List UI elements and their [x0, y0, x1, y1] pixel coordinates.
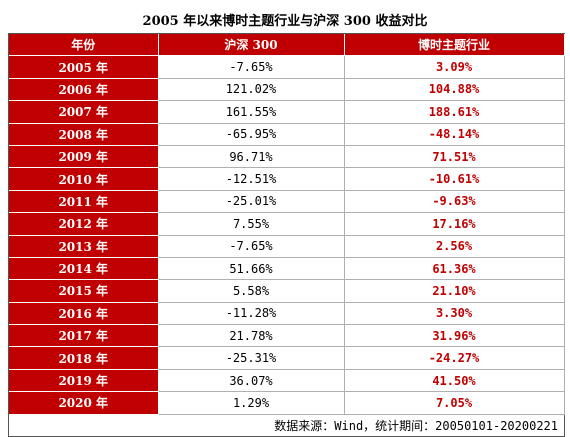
returns-table: 年份 沪深 300 博时主题行业 2005 年 -7.65% 3.09% 2006 年…: [9, 34, 565, 436]
theme-fund-return-cell: 31.96%: [344, 324, 565, 348]
hs300-return-cell: -65.95%: [158, 123, 345, 146]
year-cell: 2016 年: [9, 302, 159, 326]
hs300-return-cell: 7.55%: [158, 212, 345, 236]
table-title: 2005 年以来博时主题行业与沪深 300 收益对比: [142, 14, 428, 29]
header-theme-fund: 博时主题行业: [344, 34, 565, 57]
source-row: 数据来源：Wind，统计期间：20050101-20200221: [9, 414, 564, 436]
year-cell: 2008 年: [9, 123, 159, 146]
hs300-return-cell: 121.02%: [158, 78, 345, 102]
table-row: 2020 年 1.29% 7.05%: [9, 391, 565, 415]
year-cell: 2014 年: [9, 257, 159, 281]
hs300-return-cell: 36.07%: [158, 369, 345, 393]
table-row: 2015 年 5.58% 21.10%: [9, 279, 565, 303]
theme-fund-return-cell: 3.09%: [344, 55, 565, 79]
theme-fund-return-cell: 21.10%: [344, 279, 565, 303]
theme-fund-return-cell: -10.61%: [344, 167, 565, 191]
hs300-return-cell: -25.31%: [158, 346, 345, 370]
year-cell: 2012 年: [9, 212, 159, 236]
table-header-row: 年份 沪深 300 博时主题行业: [9, 34, 565, 57]
hs300-return-cell: -12.51%: [158, 167, 345, 191]
table-row: 2013 年 -7.65% 2.56%: [9, 235, 565, 258]
year-cell: 2006 年: [9, 78, 159, 102]
theme-fund-return-cell: 188.61%: [344, 100, 565, 124]
table-row: 2005 年 -7.65% 3.09%: [9, 55, 565, 79]
hs300-return-cell: -25.01%: [158, 190, 345, 214]
year-cell: 2005 年: [9, 55, 159, 79]
table-row: 2014 年 51.66% 61.36%: [9, 257, 565, 281]
header-hs300: 沪深 300: [158, 34, 345, 57]
hs300-return-cell: -7.65%: [158, 55, 345, 79]
year-cell: 2009 年: [9, 145, 159, 169]
table-row: 2010 年 -12.51% -10.61%: [9, 167, 565, 191]
theme-fund-return-cell: -48.14%: [344, 123, 565, 146]
hs300-return-cell: -11.28%: [158, 302, 345, 326]
theme-fund-return-cell: -24.27%: [344, 346, 565, 370]
hs300-return-cell: 96.71%: [158, 145, 345, 169]
year-cell: 2015 年: [9, 279, 159, 303]
table-row: 2007 年 161.55% 188.61%: [9, 100, 565, 124]
theme-fund-return-cell: 41.50%: [344, 369, 565, 393]
table-row: 2009 年 96.71% 71.51%: [9, 145, 565, 169]
hs300-return-cell: 51.66%: [158, 257, 345, 281]
year-cell: 2018 年: [9, 346, 159, 370]
year-cell: 2020 年: [9, 391, 159, 415]
year-cell: 2019 年: [9, 369, 159, 393]
year-cell: 2007 年: [9, 100, 159, 124]
hs300-return-cell: -7.65%: [158, 235, 345, 258]
theme-fund-return-cell: 61.36%: [344, 257, 565, 281]
header-year: 年份: [9, 34, 159, 57]
hs300-return-cell: 5.58%: [158, 279, 345, 303]
theme-fund-return-cell: 7.05%: [344, 391, 565, 415]
table-row: 2006 年 121.02% 104.88%: [9, 78, 565, 102]
theme-fund-return-cell: 3.30%: [344, 302, 565, 326]
theme-fund-return-cell: -9.63%: [344, 190, 565, 214]
table-row: 2011 年 -25.01% -9.63%: [9, 190, 565, 214]
returns-table-container: 年份 沪深 300 博时主题行业 2005 年 -7.65% 3.09% 2006 年…: [8, 33, 565, 437]
table-row: 2019 年 36.07% 41.50%: [9, 369, 565, 393]
theme-fund-return-cell: 17.16%: [344, 212, 565, 236]
year-cell: 2013 年: [9, 235, 159, 258]
theme-fund-return-cell: 104.88%: [344, 78, 565, 102]
theme-fund-return-cell: 71.51%: [344, 145, 565, 169]
table-row: 2016 年 -11.28% 3.30%: [9, 302, 565, 326]
table-row: 2018 年 -25.31% -24.27%: [9, 346, 565, 370]
table-row: 2012 年 7.55% 17.16%: [9, 212, 565, 236]
source-note: 数据来源：Wind，统计期间：20050101-20200221: [274, 418, 558, 433]
table-body: 2005 年 -7.65% 3.09% 2006 年 121.02% 104.88% 200…: [9, 55, 565, 415]
hs300-return-cell: 1.29%: [158, 391, 345, 415]
table-row: 2017 年 21.78% 31.96%: [9, 324, 565, 348]
hs300-return-cell: 161.55%: [158, 100, 345, 124]
theme-fund-return-cell: 2.56%: [344, 235, 565, 258]
year-cell: 2010 年: [9, 167, 159, 191]
year-cell: 2017 年: [9, 324, 159, 348]
hs300-return-cell: 21.78%: [158, 324, 345, 348]
table-row: 2008 年 -65.95% -48.14%: [9, 123, 565, 146]
year-cell: 2011 年: [9, 190, 159, 214]
